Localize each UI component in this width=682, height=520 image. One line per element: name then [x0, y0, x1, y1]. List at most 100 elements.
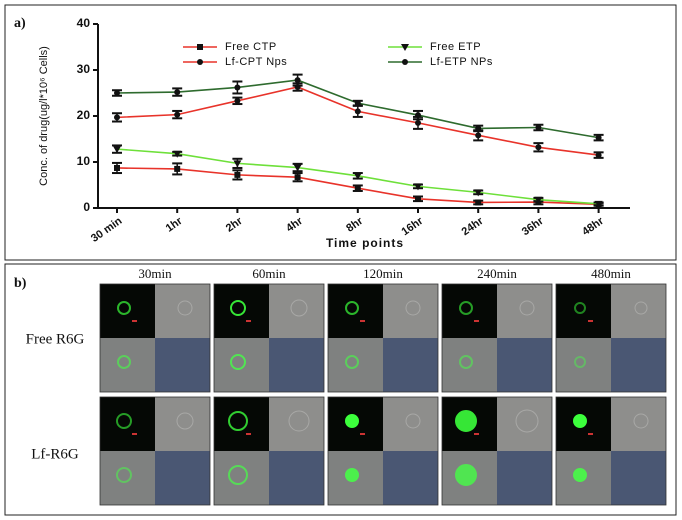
scale-marker [360, 320, 365, 322]
column-header: 120min [363, 266, 403, 281]
cell-outline [519, 300, 535, 316]
marker [415, 112, 421, 119]
legend-label: Lf-CPT Nps [225, 56, 287, 68]
fluorescence-image [100, 284, 155, 338]
marker [354, 100, 361, 107]
image-block [99, 396, 211, 506]
image-block [213, 396, 325, 506]
cell [573, 414, 587, 428]
cell [459, 301, 473, 315]
x-axis-label: Time points [326, 236, 404, 250]
marker [234, 171, 241, 178]
image-block [327, 396, 439, 506]
legend-label: Free ETP [430, 41, 481, 53]
cell [230, 300, 246, 316]
cell [455, 410, 477, 432]
image-block [441, 396, 553, 506]
cell [345, 301, 359, 315]
image-block [213, 283, 325, 393]
scale-marker [246, 433, 251, 435]
marker [401, 44, 409, 51]
fluorescence-image [214, 284, 269, 338]
marker [114, 114, 120, 121]
fluorescence-image [214, 397, 269, 451]
cell [116, 467, 132, 483]
overlay-image [383, 338, 438, 392]
brightfield-image [611, 284, 666, 338]
column-header: 480min [591, 266, 631, 281]
overlay-image [611, 451, 666, 505]
panel-b-label: b) [14, 276, 27, 291]
block-border [213, 283, 325, 393]
block-border [441, 396, 553, 506]
scale-marker [588, 320, 593, 322]
cell [117, 355, 131, 369]
fluorescence-image [328, 284, 383, 338]
marker [294, 174, 301, 181]
block-border [327, 283, 439, 393]
legend-label: Lf-ETP NPs [430, 56, 493, 68]
cell [228, 411, 248, 431]
overlay-image [497, 451, 552, 505]
marker [197, 59, 203, 65]
marker [475, 132, 482, 139]
cell-outline [405, 413, 421, 429]
cell-outline [515, 409, 539, 433]
legend-entry: Free ETP [388, 41, 481, 53]
column-header: 60min [252, 266, 286, 281]
legend-entry: Lf-ETP NPs [388, 56, 493, 68]
merged-image [100, 338, 155, 392]
scale-marker [474, 433, 479, 435]
y-tick-label: 30 [77, 62, 91, 76]
marker [197, 44, 203, 50]
fluorescence-image [442, 284, 497, 338]
image-grid: 30min 60min 120min 240min 480min Free R6G Lf-R… [26, 266, 667, 506]
overlay-image [611, 338, 666, 392]
brightfield-image [611, 397, 666, 451]
scale-marker [246, 320, 251, 322]
marker [415, 119, 421, 126]
marker [535, 144, 542, 151]
scale-marker [474, 320, 479, 322]
cell-outline [288, 410, 310, 432]
y-tick-label: 40 [77, 16, 91, 30]
cell [574, 356, 586, 368]
marker [474, 189, 483, 197]
cell [230, 354, 246, 370]
block-border [99, 283, 211, 393]
overlay-image [269, 451, 324, 505]
cell [455, 464, 477, 486]
marker [535, 124, 542, 131]
merged-image [214, 451, 269, 505]
merged-image [214, 338, 269, 392]
series [112, 82, 604, 159]
column-header: 240min [477, 266, 517, 281]
marker [294, 77, 301, 84]
marker [354, 185, 361, 192]
image-block [555, 283, 667, 393]
block-border [555, 396, 667, 506]
marker [233, 160, 242, 168]
marker [173, 150, 182, 158]
marker [174, 111, 181, 118]
panel-a-frame [4, 4, 677, 261]
marker [114, 164, 120, 171]
overlay-image [155, 451, 210, 505]
marker [174, 165, 181, 172]
legend-label: Free CTP [225, 41, 277, 53]
legend-entry: Free CTP [183, 41, 277, 53]
merged-image [442, 338, 497, 392]
marker [234, 97, 241, 104]
brightfield-image [497, 284, 552, 338]
cell [228, 465, 248, 485]
scale-marker [132, 433, 137, 435]
marker [402, 59, 408, 65]
overlay-image [269, 338, 324, 392]
marker [353, 172, 362, 180]
block-border [99, 396, 211, 506]
brightfield-image [269, 397, 324, 451]
marker [174, 89, 181, 96]
